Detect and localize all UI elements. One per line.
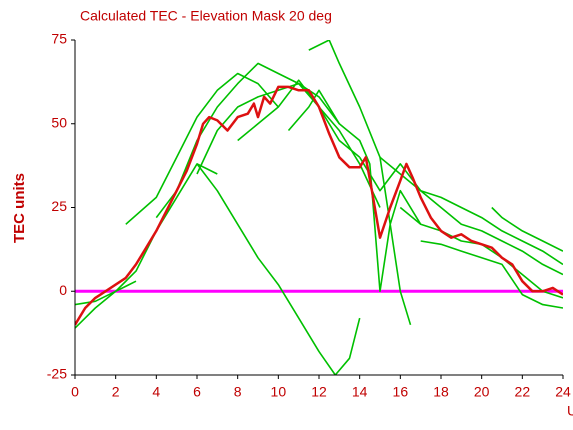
x-axis-label: UT [567, 403, 573, 419]
series-line [237, 79, 381, 208]
x-tick-label: 2 [112, 384, 120, 400]
y-tick-label: 75 [51, 31, 67, 47]
series-line [420, 240, 563, 309]
x-tick-label: 20 [474, 384, 490, 400]
series-line [196, 82, 361, 175]
series-line [491, 206, 563, 252]
series-line [155, 62, 340, 219]
x-tick-label: 10 [271, 384, 287, 400]
y-axis-label: TEC units [11, 173, 28, 243]
y-tick-label: 50 [51, 114, 67, 130]
series-line [75, 163, 218, 329]
chart-title: Calculated TEC - Elevation Mask 20 deg [80, 8, 332, 24]
series-line [399, 206, 563, 299]
series-line [359, 156, 563, 276]
series-line [196, 163, 361, 375]
x-tick-label: 0 [71, 384, 79, 400]
series-line [287, 89, 422, 293]
x-tick-label: 22 [515, 384, 531, 400]
series-line [75, 280, 137, 306]
x-tick-label: 12 [311, 384, 327, 400]
series-line [379, 156, 563, 266]
series-line [75, 85, 563, 326]
series-line [125, 72, 279, 225]
x-tick-label: 16 [393, 384, 409, 400]
y-tick-label: 25 [51, 198, 67, 214]
series-line [308, 40, 412, 326]
x-tick-label: 6 [193, 384, 201, 400]
x-tick-label: 18 [433, 384, 449, 400]
y-tick-label: 0 [59, 282, 67, 298]
x-tick-label: 24 [555, 384, 571, 400]
x-tick-label: 14 [352, 384, 368, 400]
x-tick-label: 8 [234, 384, 242, 400]
y-tick-label: -25 [47, 366, 67, 382]
x-tick-label: 4 [152, 384, 160, 400]
